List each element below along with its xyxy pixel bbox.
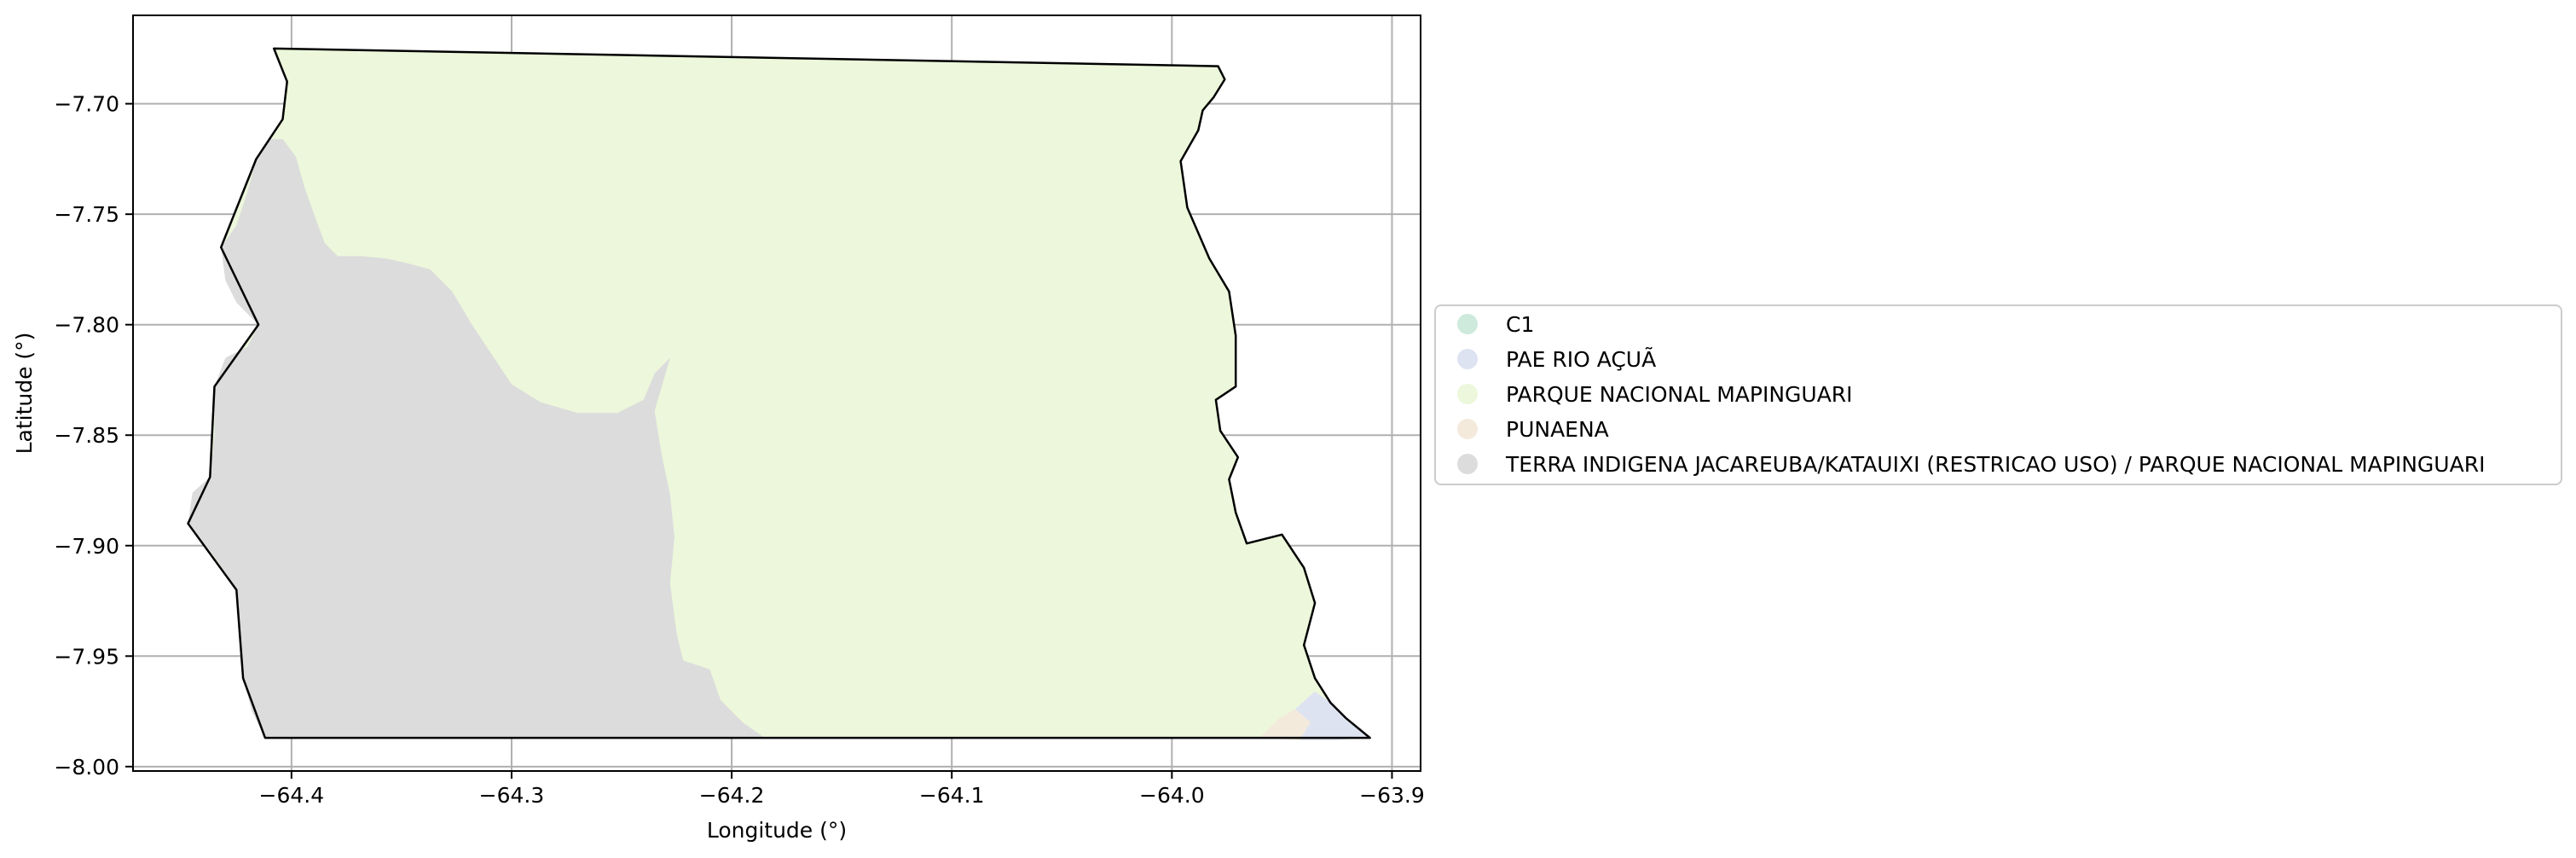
y-axis-title: Latitude (°) [12, 333, 37, 455]
x-tick-label: −64.0 [1139, 783, 1205, 808]
x-tick-label: −63.9 [1359, 783, 1425, 808]
legend-label: TERRA INDIGENA JACAREUBA/KATAUIXI (RESTR… [1505, 452, 2485, 477]
y-tick-label: −7.80 [54, 313, 119, 338]
x-tick-label: −64.3 [479, 783, 545, 808]
y-tick-label: −7.95 [54, 644, 119, 669]
legend-marker [1457, 384, 1478, 404]
legend-frame [1434, 304, 2562, 485]
x-tick-label: −64.4 [259, 783, 325, 808]
map-regions [188, 48, 1370, 740]
legend-items: C1 PAE RIO AÇUÃ PARQUE NACIONAL MAPINGUARI… [1457, 312, 2485, 477]
x-tick-label: −64.2 [699, 783, 765, 808]
legend-marker [1457, 454, 1478, 474]
y-tick-label: −8.00 [54, 755, 119, 780]
y-tick-label: −7.70 [54, 92, 119, 117]
plot-frame [132, 14, 1421, 772]
x-axis-ticks: −64.4 −64.3 −64.2 −64.1 −64.0 −63.9 [259, 771, 1425, 808]
legend-marker [1457, 314, 1478, 334]
region-terra-indigena-jacareuba-katauixi-restricao-uso-parque-nacional-mapinguari [188, 139, 765, 739]
legend-marker [1457, 349, 1478, 369]
y-tick-label: −7.85 [54, 423, 119, 448]
legend-label: C1 [1506, 312, 1534, 337]
legend-label: PAE RIO AÇUÃ [1506, 346, 1656, 372]
legend-label: PARQUE NACIONAL MAPINGUARI [1506, 382, 1853, 407]
y-tick-label: −7.75 [54, 202, 119, 227]
region-punaena [1259, 709, 1311, 740]
legend: C1 PAE RIO AÇUÃ PARQUE NACIONAL MAPINGUARI… [1434, 304, 2562, 485]
x-axis-title: Longitude (°) [707, 818, 847, 843]
y-tick-label: −7.90 [54, 534, 119, 559]
legend-marker [1457, 419, 1478, 439]
y-axis-ticks: −7.70 −7.75 −7.80 −7.85 −7.90 −7.95 −8.00 [54, 92, 133, 780]
legend-label: PUNAENA [1506, 417, 1609, 442]
region-pae-rio-a-u [1294, 691, 1370, 740]
boundary-outline [187, 47, 1371, 739]
x-tick-label: −64.1 [919, 783, 985, 808]
boundary-line [187, 47, 1371, 739]
